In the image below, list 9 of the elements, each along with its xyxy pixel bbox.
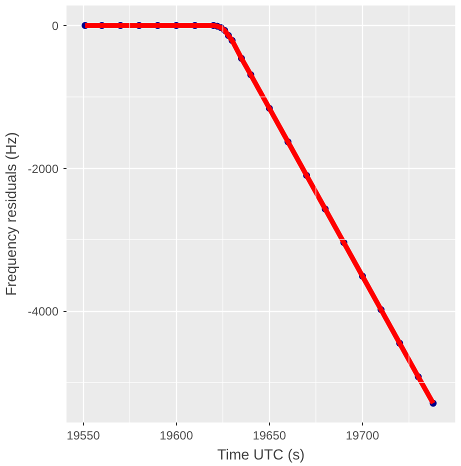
x-tick-label: 19550 [66,428,100,442]
y-axis-title: Frequency residuals (Hz) [4,132,20,296]
x-axis-title: Time UTC (s) [217,448,305,464]
y-tick-label: -4000 [28,304,59,319]
y-tick-label: 0 [52,18,59,33]
x-tick-label: 19600 [160,428,194,442]
x-tick-label: 19650 [252,428,286,442]
x-tick-label: 19700 [346,428,380,442]
y-tick-label: -2000 [28,162,59,176]
